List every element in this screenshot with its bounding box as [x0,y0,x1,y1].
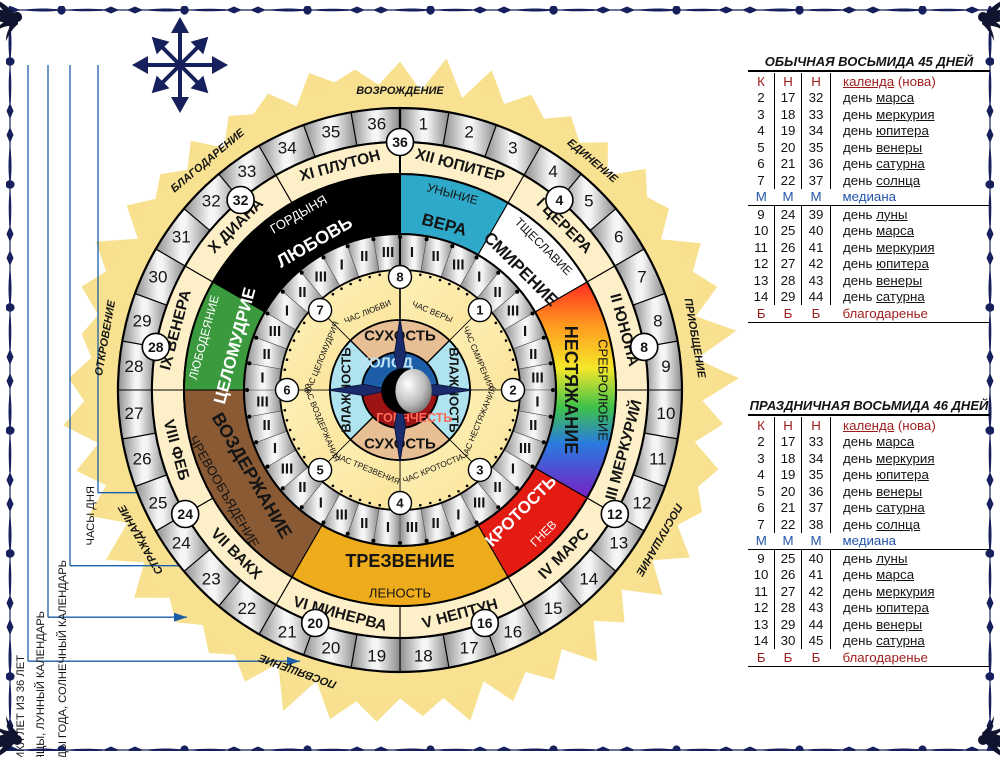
svg-text:5: 5 [316,462,323,477]
svg-text:ЧАСЫ ДНЯ: ЧАСЫ ДНЯ [85,486,97,546]
svg-text:2: 2 [509,383,516,398]
svg-text:I: I [523,323,527,340]
svg-text:36: 36 [367,115,386,134]
svg-text:21: 21 [278,623,297,642]
svg-text:I: I [535,394,539,411]
svg-text:III: III [335,507,348,524]
svg-text:СРЕБРОЛЮБИЕ: СРЕБРОЛЮБИЕ [596,339,611,441]
svg-text:II: II [529,346,537,363]
svg-text:15: 15 [544,599,563,618]
svg-text:29: 29 [133,311,152,330]
svg-text:ТРЕЗВЕНИЕ: ТРЕЗВЕНИЕ [345,551,454,571]
svg-text:36: 36 [392,134,408,150]
svg-text:11: 11 [649,450,667,469]
svg-text:9: 9 [661,357,670,376]
svg-text:14: 14 [579,569,598,588]
svg-text:I: I [456,507,460,524]
svg-text:17: 17 [460,638,479,657]
svg-text:20: 20 [321,638,340,657]
svg-text:2: 2 [464,123,473,142]
svg-text:III: III [269,323,282,340]
svg-text:ВОСЬМИДЫ ГОДА, СОЛНЕЧНЫЙ КАЛЕН: ВОСЬМИДЫ ГОДА, СОЛНЕЧНЫЙ КАЛЕНДАРЬ [56,560,69,757]
svg-text:16: 16 [503,623,522,642]
svg-text:13: 13 [609,534,628,553]
svg-text:I: I [273,440,277,457]
svg-text:I: I [319,495,323,512]
svg-text:22: 22 [237,599,256,618]
svg-text:1: 1 [419,115,428,134]
svg-text:28: 28 [148,339,164,355]
svg-text:24: 24 [172,534,191,553]
svg-text:II: II [360,515,368,532]
svg-text:19: 19 [367,647,386,666]
svg-text:28: 28 [125,357,144,376]
svg-text:8: 8 [396,270,403,285]
svg-text:4: 4 [556,192,564,208]
svg-text:III: III [256,394,269,411]
svg-text:I: I [477,269,481,286]
svg-text:II: II [263,417,271,434]
svg-text:20: 20 [307,615,323,631]
svg-text:II: II [493,479,501,496]
svg-text:7: 7 [316,303,323,318]
svg-text:III: III [452,256,465,273]
svg-text:3: 3 [476,462,483,477]
svg-text:ЛЕНОСТЬ: ЛЕНОСТЬ [369,586,431,601]
svg-text:III: III [281,461,294,478]
svg-text:I: I [410,244,414,261]
svg-text:II: II [529,417,537,434]
svg-text:4: 4 [396,496,404,511]
svg-text:III: III [473,495,486,512]
svg-text:32: 32 [233,192,249,208]
svg-text:III: III [519,440,532,457]
svg-text:II: II [360,248,368,265]
svg-text:НЕСТЯЖАНИЕ: НЕСТЯЖАНИЕ [561,326,581,454]
svg-text:34: 34 [278,139,297,158]
svg-text:ГОРЯЧЕСТЬ: ГОРЯЧЕСТЬ [376,411,452,425]
svg-text:III: III [531,370,544,387]
svg-text:II: II [432,248,440,265]
svg-text:33: 33 [237,162,256,181]
svg-text:II: II [298,479,306,496]
svg-text:4: 4 [548,162,557,181]
svg-text:III: III [315,269,328,286]
svg-text:27: 27 [125,404,144,423]
svg-text:30: 30 [149,268,168,287]
svg-text:II: II [432,515,440,532]
svg-text:II: II [493,284,501,301]
svg-text:32: 32 [202,192,221,211]
svg-text:I: I [285,302,289,319]
svg-text:II: II [298,284,306,301]
svg-text:10: 10 [657,404,676,423]
svg-text:12: 12 [607,506,623,522]
svg-text:I: I [260,370,264,387]
svg-text:7: 7 [637,268,646,287]
svg-text:II: II [263,346,271,363]
svg-text:6: 6 [283,383,290,398]
svg-text:35: 35 [321,123,340,142]
svg-text:26: 26 [133,450,152,469]
svg-text:23: 23 [202,569,221,588]
svg-text:I: I [340,256,344,273]
svg-text:1: 1 [476,303,483,318]
svg-text:18: 18 [414,647,433,666]
svg-text:I: I [511,461,515,478]
svg-text:III: III [382,244,395,261]
svg-text:ВОЗРОЖДЕНИЕ: ВОЗРОЖДЕНИЕ [356,85,444,97]
svg-text:8: 8 [653,311,662,330]
svg-text:12: 12 [633,493,652,512]
svg-text:5: 5 [584,192,593,211]
svg-text:III: III [507,302,520,319]
svg-text:25: 25 [149,493,168,512]
svg-text:16: 16 [477,615,493,631]
svg-text:3: 3 [508,139,517,158]
svg-text:24: 24 [177,506,193,522]
svg-text:31: 31 [172,227,191,246]
svg-text:8: 8 [640,339,648,355]
svg-text:I: I [386,519,390,536]
svg-text:III: III [406,519,419,536]
svg-text:МЕСЯЦЫ, ЛУННЫЙ КАЛЕНДАРЬ: МЕСЯЦЫ, ЛУННЫЙ КАЛЕНДАРЬ [34,611,47,757]
svg-text:6: 6 [614,227,623,246]
